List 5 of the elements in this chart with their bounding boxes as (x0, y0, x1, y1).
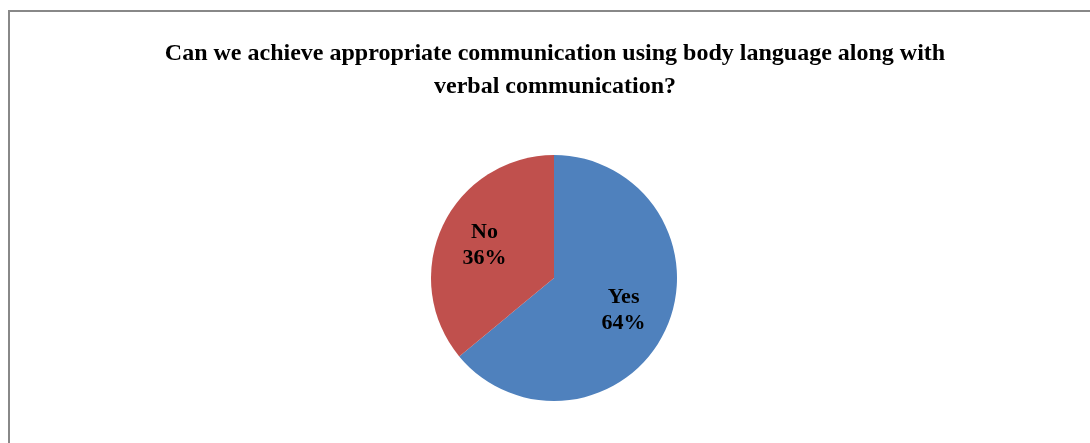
slice-label: Yes (607, 283, 640, 309)
data-label: 36% (462, 243, 507, 269)
slice-label: No (471, 217, 498, 243)
chart-title: Can we achieve appropriate communication using body language along with verbal communication? (163, 38, 947, 100)
data-label: 64% (601, 309, 646, 335)
